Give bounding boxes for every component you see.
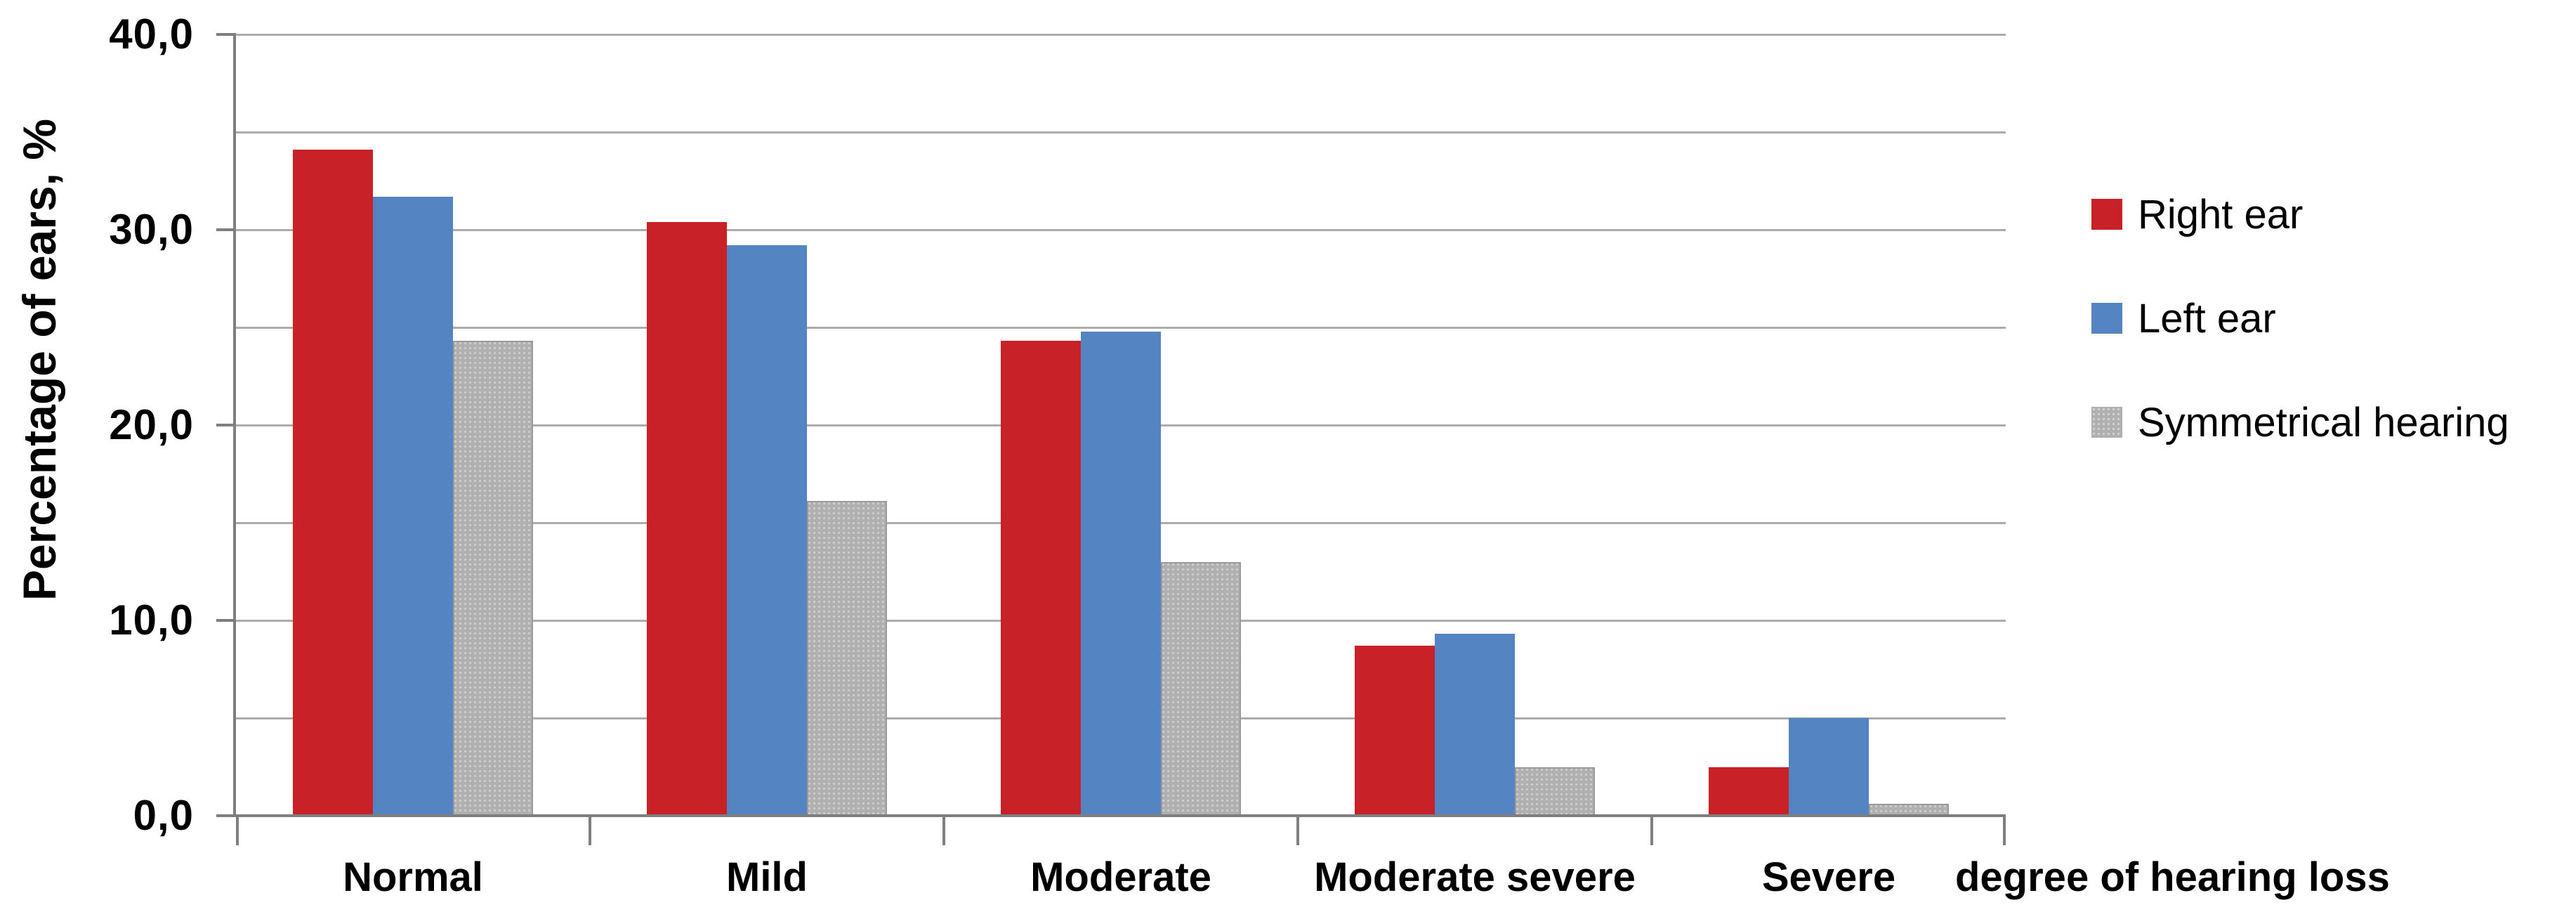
- bar-right-ear-normal: [293, 150, 373, 816]
- plot-area: [216, 33, 2006, 845]
- bar-group-moderate-severe: [1298, 34, 1652, 816]
- y-tick-30: [216, 228, 233, 231]
- x-category-label-mild: Mild: [726, 854, 808, 900]
- y-tick-0: [216, 814, 233, 817]
- x-tick-2: [942, 817, 945, 845]
- legend-swatch-right-ear: [2091, 199, 2122, 230]
- y-tick-label-0: 0,0: [133, 792, 194, 839]
- gridline-40: [236, 33, 2006, 36]
- y-tick-label-10: 10,0: [109, 597, 194, 644]
- bar-left-ear-moderate: [1081, 331, 1161, 816]
- x-tick-1: [589, 817, 591, 845]
- legend-swatch-symmetrical-hearing: [2091, 407, 2122, 438]
- y-axis-line: [233, 33, 236, 817]
- bar-symmetrical-hearing-mild: [807, 501, 887, 816]
- bar-left-ear-severe: [1789, 718, 1869, 816]
- legend-label-symmetrical-hearing: Symmetrical hearing: [2138, 399, 2509, 445]
- x-category-label-normal: Normal: [343, 854, 483, 900]
- x-tick-5: [2003, 817, 2006, 845]
- x-axis-title: degree of hearing loss: [1955, 854, 2390, 900]
- bar-symmetrical-hearing-moderate: [1161, 561, 1241, 816]
- legend-item-right-ear: Right ear: [2091, 187, 2509, 242]
- gridline-35: [236, 131, 2006, 133]
- legend-label-right-ear: Right ear: [2138, 191, 2304, 237]
- bar-left-ear-moderate-severe: [1435, 634, 1515, 816]
- bar-left-ear-normal: [373, 196, 453, 816]
- y-tick-label-40: 40,0: [109, 11, 194, 58]
- y-tick-label-30: 30,0: [109, 206, 194, 253]
- x-tick-3: [1296, 817, 1299, 845]
- legend-swatch-left-ear: [2091, 303, 2122, 334]
- bar-group-normal: [236, 34, 590, 816]
- bar-groups: [236, 34, 2006, 816]
- legend-item-left-ear: Left ear: [2091, 291, 2509, 346]
- x-tick-0: [236, 817, 239, 845]
- legend-label-left-ear: Left ear: [2138, 295, 2276, 341]
- gridline-25: [236, 326, 2006, 329]
- bar-symmetrical-hearing-normal: [453, 341, 533, 816]
- y-tick-40: [216, 33, 233, 36]
- bar-symmetrical-hearing-severe: [1869, 804, 1949, 816]
- y-tick-label-20: 20,0: [109, 401, 194, 448]
- bar-group-mild: [590, 34, 944, 816]
- legend-item-symmetrical-hearing: Symmetrical hearing: [2091, 395, 2509, 450]
- x-category-label-severe: Severe: [1761, 854, 1896, 900]
- x-tick-4: [1650, 817, 1653, 845]
- y-tick-20: [216, 424, 233, 426]
- gridline-30: [236, 228, 2006, 231]
- bar-symmetrical-hearing-moderate-severe: [1515, 767, 1595, 816]
- bar-group-moderate: [944, 34, 1298, 816]
- bar-right-ear-moderate-severe: [1355, 646, 1435, 816]
- bar-right-ear-moderate: [1001, 341, 1081, 816]
- x-category-label-moderate: Moderate: [1030, 854, 1211, 900]
- x-category-label-moderate-severe: Moderate severe: [1314, 854, 1636, 900]
- y-tick-10: [216, 619, 233, 622]
- legend: Right ear Left ear Symmetrical hearing: [2091, 187, 2509, 499]
- y-axis-title: Percentage of ears, %: [13, 119, 65, 601]
- bar-right-ear-severe: [1709, 767, 1789, 816]
- bar-left-ear-mild: [727, 245, 807, 816]
- x-axis-line: [233, 814, 2006, 817]
- bar-right-ear-mild: [647, 221, 727, 816]
- bar-group-severe: [1652, 34, 2006, 816]
